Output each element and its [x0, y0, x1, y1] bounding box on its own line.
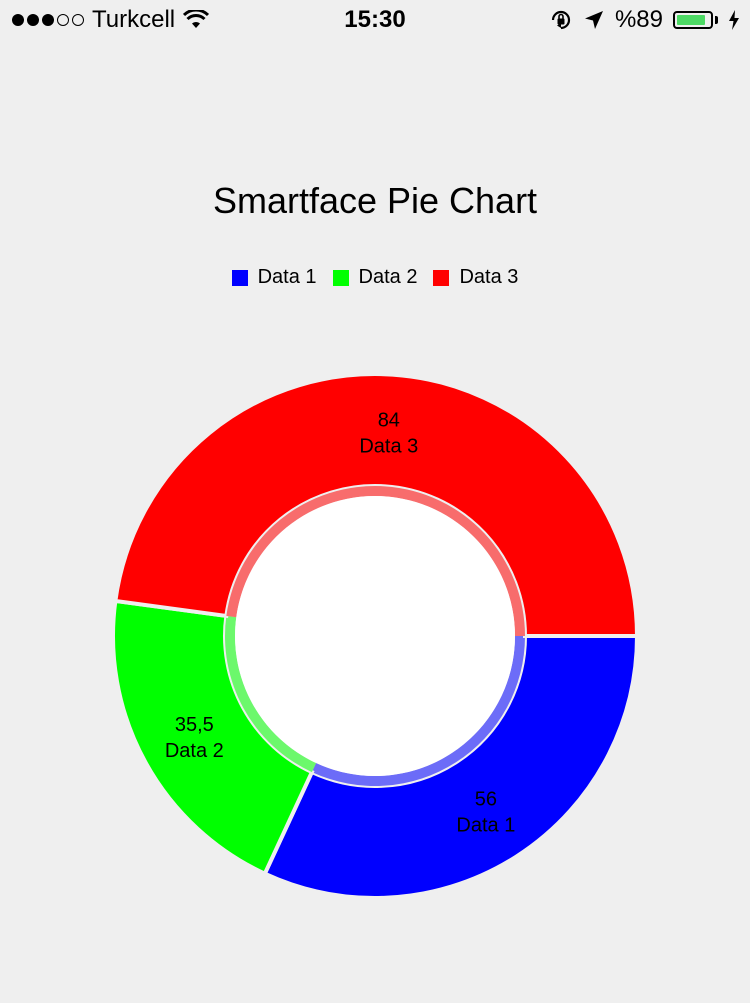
pie-slice-2[interactable]: 35,5 Data 2 [111, 598, 317, 877]
orientation-lock-icon [551, 10, 571, 30]
signal-dot [72, 14, 84, 26]
slice-name-label: Data 2 [165, 740, 224, 762]
chart-title: Smartface Pie Chart [212, 180, 538, 221]
wifi-icon [183, 10, 210, 28]
status-bar: Turkcell 15:30 %89 [0, 0, 750, 40]
legend-swatch [332, 269, 349, 286]
pie-slice-1[interactable]: 56 Data 1 [262, 634, 640, 900]
signal-dot [57, 14, 69, 26]
legend-item: Data 2 [332, 266, 418, 289]
slice-name-label: Data 3 [359, 435, 418, 457]
legend-label: Data 3 [459, 266, 519, 288]
legend-swatch [231, 269, 248, 286]
legend-label: Data 1 [257, 266, 317, 288]
slice-name-label: Data 1 [456, 815, 515, 837]
battery-percentage: %89 [614, 6, 663, 33]
legend-label: Data 2 [358, 266, 418, 288]
slice-value-label: 84 [378, 409, 400, 431]
status-bar-right: %89 [549, 6, 740, 34]
legend-item: Data 1 [231, 266, 317, 289]
pie-slice-inner-ring [311, 636, 525, 786]
carrier-name: Turkcell [92, 6, 176, 33]
battery-icon [673, 11, 718, 29]
legend-swatch [433, 269, 450, 286]
slice-value-label: 56 [475, 789, 497, 811]
status-time: 15:30 [344, 6, 406, 33]
legend-item: Data 3 [433, 266, 518, 289]
status-bar-left: Turkcell [12, 6, 210, 34]
signal-strength-icon [12, 14, 84, 26]
chart-legend: Data 1 Data 2 Data 3 [0, 266, 750, 289]
signal-dot [42, 14, 54, 26]
pie-slice-inner-ring [225, 615, 317, 773]
location-arrow-icon [584, 11, 603, 29]
pie-center-hole [235, 496, 515, 776]
charging-bolt-icon [729, 10, 739, 30]
pie-slice-3[interactable]: 84 Data 3 [113, 372, 640, 638]
signal-dot [27, 14, 39, 26]
signal-dot [12, 14, 24, 26]
slice-value-label: 35,5 [175, 714, 214, 736]
